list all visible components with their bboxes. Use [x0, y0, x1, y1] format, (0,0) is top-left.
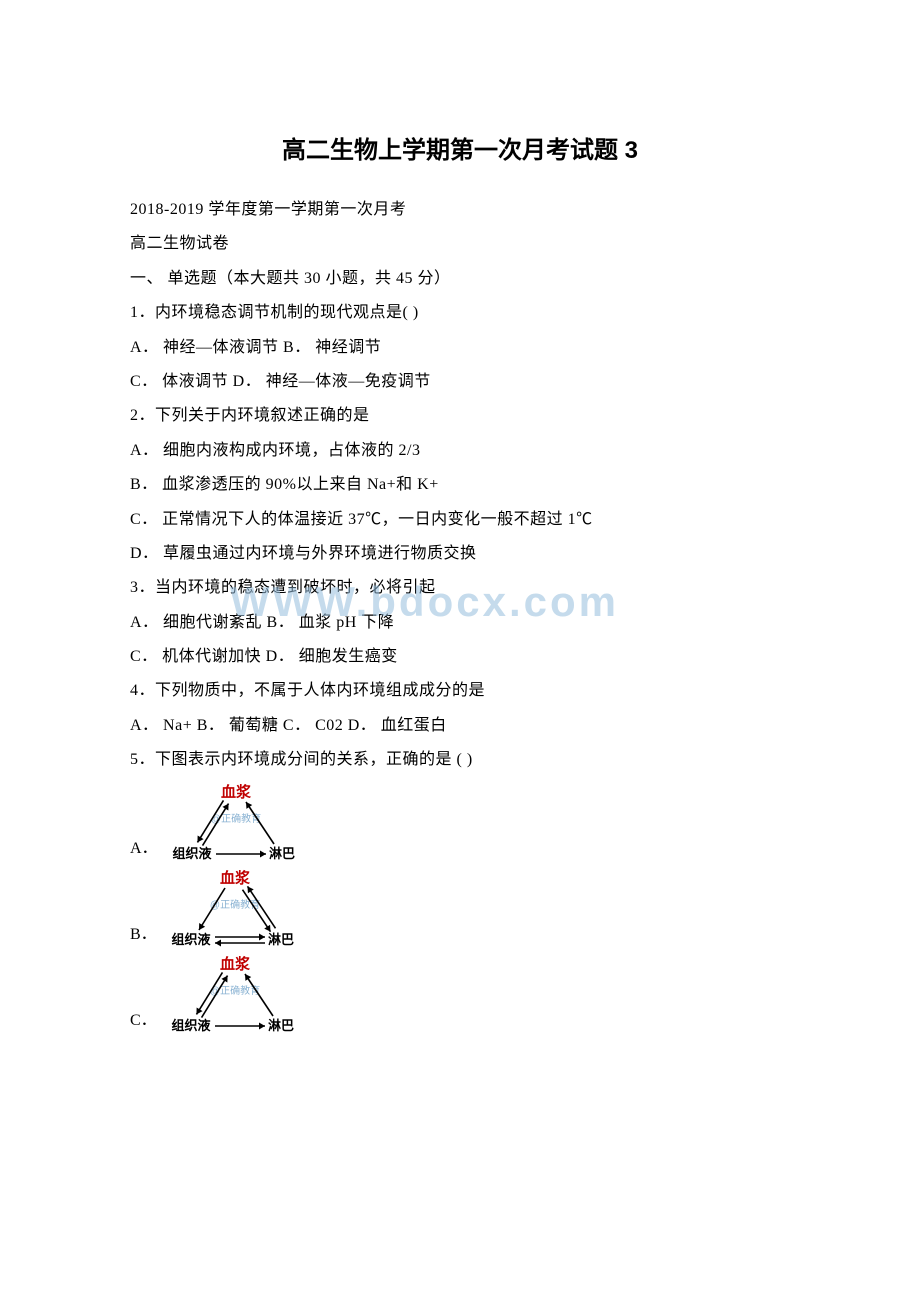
svg-text:淋巴: 淋巴	[268, 1018, 294, 1033]
svg-text:淋巴: 淋巴	[269, 846, 295, 861]
q2-option-c: C． 正常情况下人的体温接近 37℃，一日内变化一般不超过 1℃	[130, 503, 790, 537]
q5-option-b-label: B．	[130, 920, 157, 948]
q1-options-row2: C． 体液调节 D． 神经—体液—免疫调节	[130, 365, 790, 399]
q2-option-a: A． 细胞内液构成内环境，占体液的 2/3	[130, 434, 790, 468]
svg-text:血浆: 血浆	[220, 869, 251, 887]
q5-diagram-b: 血浆@正确教育组织液淋巴	[163, 868, 308, 948]
header-subject: 高二生物试卷	[130, 227, 790, 261]
q1-stem: 1．内环境稳态调节机制的现代观点是( )	[130, 296, 790, 330]
q3-options-row2: C． 机体代谢加快 D． 细胞发生癌变	[130, 640, 790, 674]
q2-option-b: B． 血浆渗透压的 90%以上来自 Na+和 K+	[130, 468, 790, 502]
q5-option-c-label: C．	[130, 1006, 157, 1034]
q5-option-a-row: A． 血浆@正确教育组织液淋巴	[130, 782, 790, 862]
q5-option-a-label: A．	[130, 834, 158, 862]
q5-option-c-row: C． 血浆@正确教育组织液淋巴	[130, 954, 790, 1034]
svg-text:血浆: 血浆	[220, 955, 251, 973]
svg-text:淋巴: 淋巴	[268, 932, 294, 947]
q4-options: A． Na+ B． 葡萄糖 C． C02 D． 血红蛋白	[130, 709, 790, 743]
svg-text:组织液: 组织液	[171, 1018, 210, 1033]
q5-stem: 5．下图表示内环境成分间的关系，正确的是 ( )	[130, 743, 790, 777]
svg-text:组织液: 组织液	[172, 846, 211, 861]
section-header: 一、 单选题（本大题共 30 小题，共 45 分）	[130, 262, 790, 296]
q2-option-d: D． 草履虫通过内环境与外界环境进行物质交换	[130, 537, 790, 571]
q5-diagram-a: 血浆@正确教育组织液淋巴	[164, 782, 309, 862]
q2-stem: 2．下列关于内环境叙述正确的是	[130, 399, 790, 433]
svg-text:血浆: 血浆	[221, 783, 252, 801]
q3-stem: 3．当内环境的稳态遭到破坏时，必将引起	[130, 571, 790, 605]
header-year: 2018-2019 学年度第一学期第一次月考	[130, 193, 790, 227]
q4-stem: 4．下列物质中，不属于人体内环境组成成分的是	[130, 674, 790, 708]
page-title: 高二生物上学期第一次月考试题 3	[130, 130, 790, 165]
q5-option-b-row: B． 血浆@正确教育组织液淋巴	[130, 868, 790, 948]
page-container: 高二生物上学期第一次月考试题 3 2018-2019 学年度第一学期第一次月考 …	[130, 130, 790, 1034]
q5-diagram-c: 血浆@正确教育组织液淋巴	[163, 954, 308, 1034]
svg-text:组织液: 组织液	[171, 932, 210, 947]
q1-options-row1: A． 神经—体液调节 B． 神经调节	[130, 331, 790, 365]
q3-options-row1: A． 细胞代谢紊乱 B． 血浆 pH 下降	[130, 606, 790, 640]
